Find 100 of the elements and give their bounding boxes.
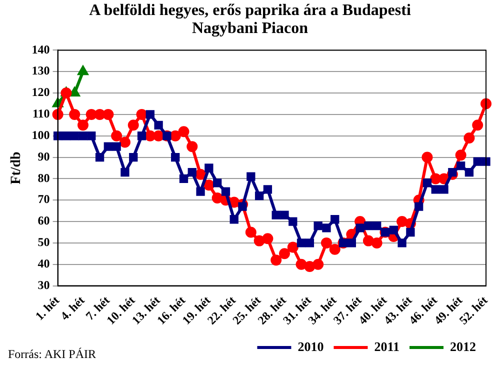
point (104, 142, 113, 151)
point (305, 238, 314, 248)
point (304, 261, 316, 272)
chart-title: A belföldi hegyes, erős paprika ára a Budapesti Nagybani Piacon (88, 2, 412, 39)
point (371, 237, 382, 248)
point (472, 120, 484, 131)
point (146, 110, 154, 119)
point (347, 238, 356, 248)
y-tick-label: 80 (38, 170, 50, 185)
point (287, 242, 298, 253)
point (396, 216, 408, 228)
point (356, 224, 364, 232)
point (372, 221, 382, 230)
point (398, 238, 406, 248)
point (128, 120, 139, 131)
point (221, 187, 230, 196)
point (464, 168, 474, 177)
point (70, 88, 80, 97)
point (178, 126, 190, 138)
point (480, 98, 492, 110)
legend-label: 2011 (374, 338, 400, 354)
point (414, 202, 424, 211)
point (186, 141, 198, 152)
point (330, 215, 340, 224)
point (212, 178, 222, 188)
point (263, 185, 272, 194)
point (77, 120, 88, 131)
y-tick-label: 40 (38, 256, 50, 270)
point (362, 235, 374, 246)
y-tick-label: 30 (38, 278, 50, 292)
y-tick-label: 50 (38, 235, 50, 250)
point (62, 132, 71, 140)
text: Forrás: AKI PÁIR (8, 347, 96, 362)
point (440, 185, 448, 194)
point (320, 237, 332, 248)
point (112, 142, 121, 151)
point (70, 132, 79, 140)
point (195, 168, 206, 180)
point (246, 172, 256, 181)
point (87, 132, 96, 140)
point (245, 226, 256, 238)
point (179, 174, 188, 184)
y-tick-label: 140 (32, 42, 50, 56)
y-tick-label: 60 (38, 214, 50, 228)
point (95, 152, 104, 162)
y-tick-label: 70 (38, 192, 50, 206)
point (389, 226, 398, 234)
point (154, 120, 163, 130)
point (270, 254, 282, 266)
point (254, 192, 264, 200)
point (406, 228, 415, 237)
point (111, 130, 122, 142)
x-tick-label: 1. hét (32, 293, 62, 323)
point (254, 235, 265, 246)
point (455, 150, 466, 161)
point (482, 157, 490, 166)
point (102, 108, 114, 120)
point (230, 215, 238, 224)
y-tick-label: 90 (38, 149, 50, 164)
y-tick-label: 110 (32, 106, 50, 121)
point (238, 202, 247, 211)
point (329, 244, 340, 255)
point (296, 238, 306, 248)
point (473, 157, 482, 166)
point (364, 221, 373, 230)
point (53, 132, 62, 140)
point (314, 221, 322, 230)
point (312, 258, 324, 270)
point (203, 180, 214, 191)
y-tick-label: 100 (32, 128, 50, 142)
point (431, 185, 440, 194)
point (188, 168, 196, 177)
legend-label: 2010 (298, 338, 324, 354)
point (153, 130, 164, 142)
point (296, 258, 307, 270)
point (288, 217, 298, 226)
legend-label: 2012 (450, 338, 476, 354)
point (94, 108, 106, 120)
point (78, 66, 88, 76)
point (448, 168, 457, 177)
point (52, 108, 64, 120)
point (280, 210, 289, 220)
y-tick-label: 130 (32, 64, 50, 78)
point (322, 224, 331, 232)
point (170, 130, 181, 142)
point (171, 152, 180, 162)
point (204, 164, 214, 172)
point (137, 132, 146, 140)
point (262, 233, 274, 244)
point (120, 168, 130, 177)
y-axis-title: Ft/db (9, 151, 24, 184)
point (212, 192, 223, 204)
point (456, 162, 466, 170)
point (196, 187, 205, 196)
point (278, 248, 290, 260)
point (78, 132, 88, 140)
point (136, 108, 148, 120)
point (422, 152, 433, 163)
y-tick-label: 120 (32, 85, 50, 100)
point (86, 108, 97, 120)
